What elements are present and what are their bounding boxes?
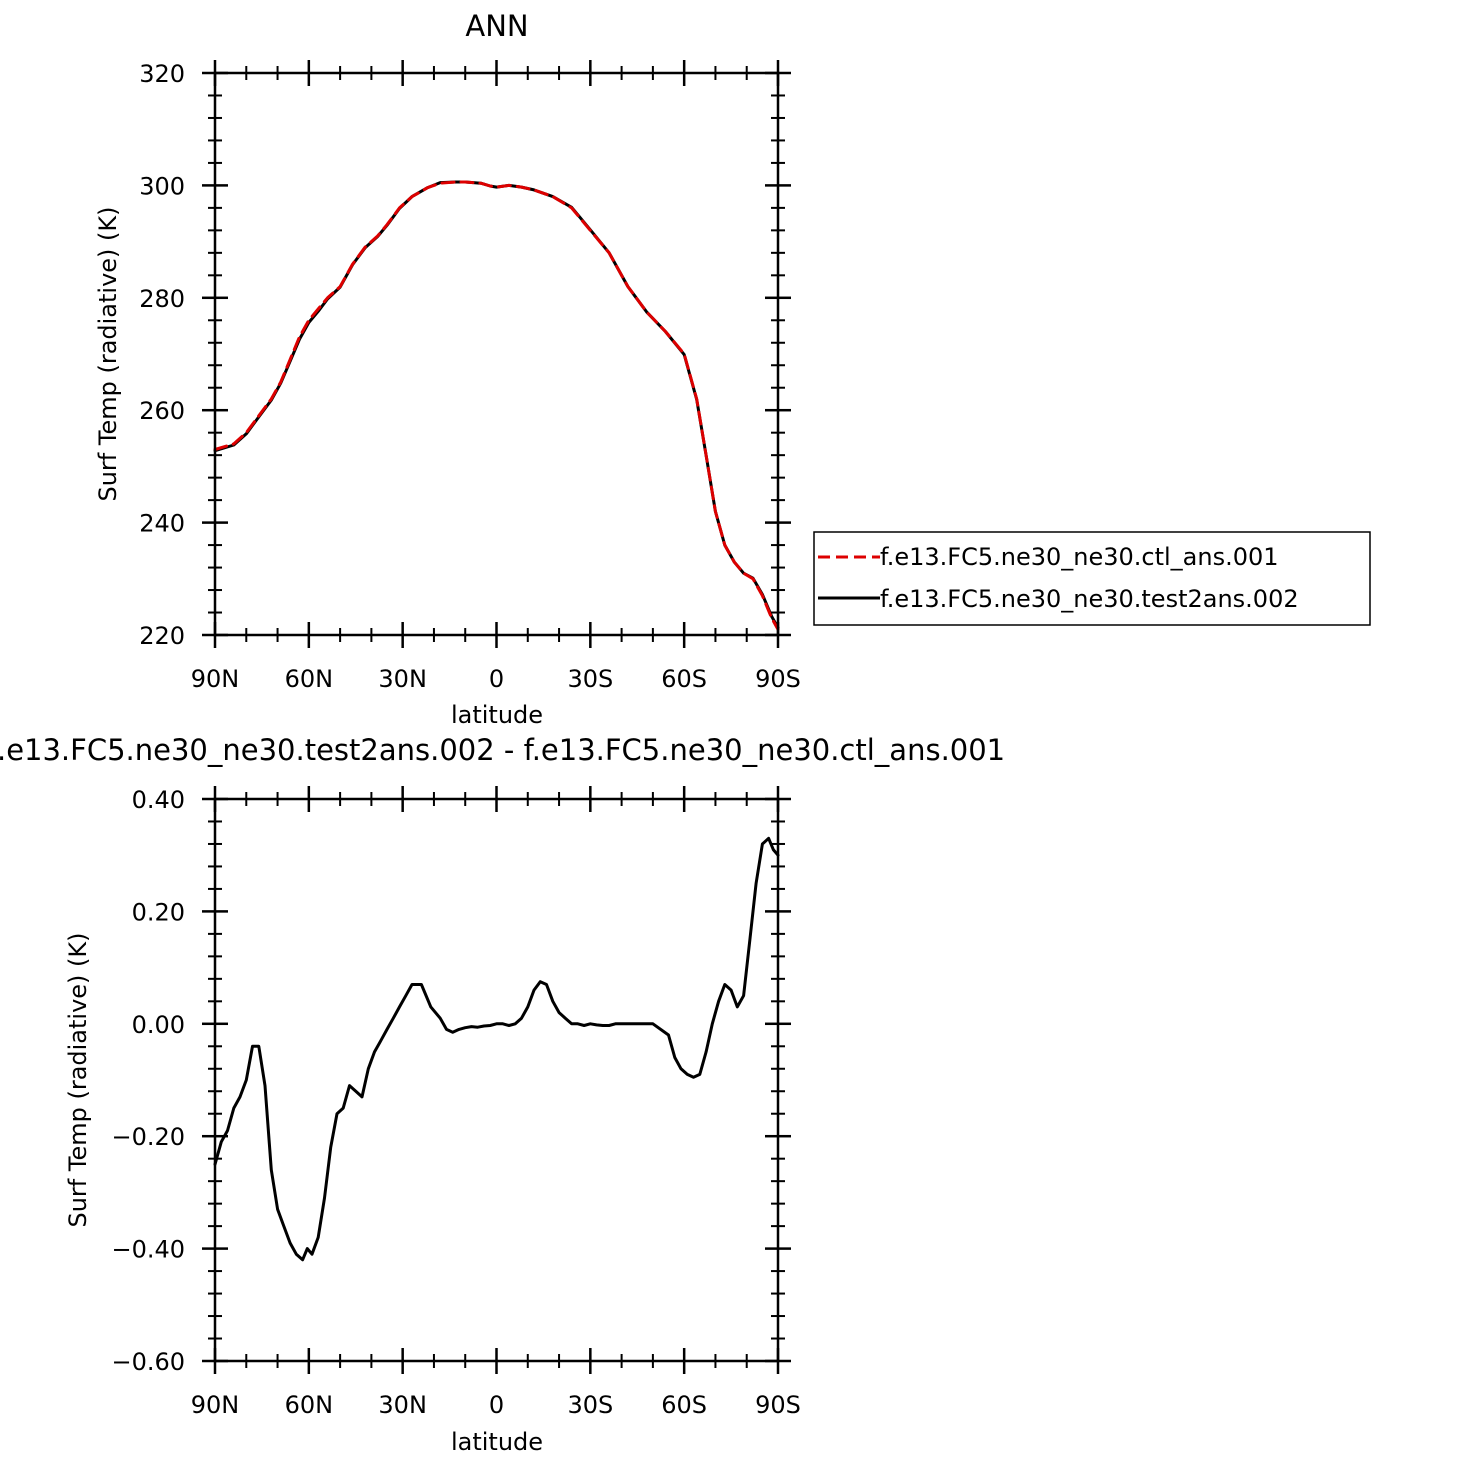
x-tick-label: 30S [567,1391,613,1419]
legend-entry-ctl: f.e13.FC5.ne30_ne30.ctl_ans.001 [880,543,1279,571]
y-tick-label: 280 [139,285,185,313]
x-tick-label: 90S [755,665,801,693]
y-tick-label: 0.40 [132,786,185,814]
top-plot-frame [213,71,780,637]
legend: f.e13.FC5.ne30_ne30.ctl_ans.001 f.e13.FC… [813,531,1371,626]
x-tick-label: 0 [489,1391,504,1419]
x-tick-label: 30S [567,665,613,693]
x-tick-label: 60N [285,1391,334,1419]
top-axis-ticks [202,60,791,648]
y-tick-label: −0.40 [111,1236,185,1264]
y-tick-label: 0.00 [132,1011,185,1039]
bottom-x-axis-label: latitude [451,1428,543,1456]
y-tick-label: 320 [139,60,185,88]
top-chart-title: ANN [465,9,528,43]
x-tick-label: 90S [755,1391,801,1419]
legend-entry-test: f.e13.FC5.ne30_ne30.test2ans.002 [880,585,1299,613]
x-tick-label: 90N [191,1391,240,1419]
y-tick-label: 300 [139,172,185,200]
x-tick-label: 60S [661,1391,707,1419]
y-tick-label: 240 [139,510,185,538]
y-tick-label: 260 [139,397,185,425]
bottom-chart-title: f.e13.FC5.ne30_ne30.test2ans.002 - f.e13… [0,733,1005,767]
x-tick-label: 30N [378,1391,427,1419]
series-line-0-0 [213,180,780,631]
top-series-lines [213,180,780,631]
x-tick-label: 60N [285,665,334,693]
top-panel: ANN 90N 60N 30N 0 30S 60S 90S 220 240 260 280 300 32… [94,9,1371,729]
bottom-tick-labels: 90N 60N 30N 0 30S 60S 90S −0.60 −0.40 −0.20 0.00 0.… [111,786,800,1419]
top-y-axis-label: Surf Temp (radiative) (K) [94,206,122,501]
bottom-y-axis-label: Surf Temp (radiative) (K) [64,932,92,1227]
top-x-axis-label: latitude [451,701,543,729]
x-tick-label: 30N [378,665,427,693]
series-line-0-1 [213,180,780,630]
y-tick-label: 220 [139,622,185,650]
x-tick-label: 0 [489,665,504,693]
y-tick-label: −0.60 [111,1348,185,1376]
y-tick-label: 0.20 [132,898,185,926]
series-line-1-0 [213,836,780,1262]
bottom-axis-ticks [202,786,791,1374]
y-tick-label: −0.20 [111,1123,185,1151]
bottom-plot-frame [213,797,780,1363]
bottom-series-lines [213,836,780,1262]
bottom-panel: f.e13.FC5.ne30_ne30.test2ans.002 - f.e13… [0,733,1005,1456]
legend-box [813,531,1371,626]
x-tick-label: 90N [191,665,240,693]
top-tick-labels: 90N 60N 30N 0 30S 60S 90S 220 240 260 280 300 320 [139,60,801,693]
x-tick-label: 60S [661,665,707,693]
